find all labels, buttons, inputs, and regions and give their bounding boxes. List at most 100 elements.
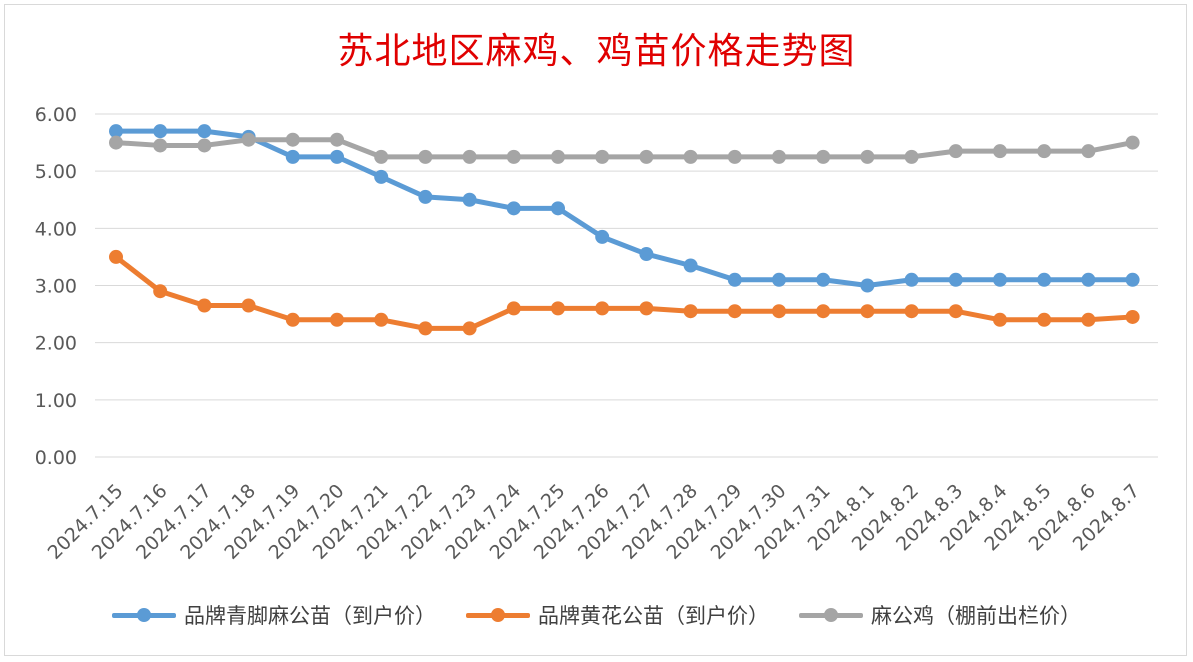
data-point xyxy=(374,169,389,184)
data-point xyxy=(860,304,875,319)
x-axis-ticks: 2024.7.152024.7.162024.7.172024.7.182024… xyxy=(44,480,1145,564)
data-point xyxy=(462,192,477,207)
data-point xyxy=(153,124,168,139)
data-point xyxy=(860,278,875,293)
data-point xyxy=(418,189,433,204)
data-point xyxy=(683,304,698,319)
data-point xyxy=(241,132,256,147)
legend-label: 麻公鸡（棚前出栏价） xyxy=(871,604,1081,628)
data-point xyxy=(506,301,521,316)
data-point xyxy=(109,124,123,139)
series-1 xyxy=(109,249,1140,336)
y-tick-label: 0.00 xyxy=(35,447,77,469)
data-point xyxy=(993,312,1007,327)
y-axis-ticks: 0.00 1.00 2.00 3.00 4.00 5.00 6.00 xyxy=(35,104,77,469)
data-point xyxy=(462,149,477,164)
data-point xyxy=(1081,144,1096,159)
data-point xyxy=(904,272,919,287)
data-point xyxy=(683,258,698,273)
data-point xyxy=(330,312,344,327)
data-point xyxy=(551,301,565,316)
data-point xyxy=(772,272,786,287)
legend-swatch-orange xyxy=(466,608,530,622)
data-point xyxy=(153,284,168,299)
legend-label: 品牌青脚麻公苗（到户价） xyxy=(184,604,436,628)
series-2 xyxy=(109,132,1140,164)
data-point xyxy=(727,304,742,319)
chart-title: 苏北地区麻鸡、鸡苗价格走势图 xyxy=(337,31,856,72)
y-tick-label: 2.00 xyxy=(35,333,77,355)
data-point xyxy=(197,298,212,313)
data-point xyxy=(595,149,610,164)
data-point xyxy=(506,201,521,216)
data-point xyxy=(727,149,742,164)
y-tick-label: 5.00 xyxy=(35,161,77,183)
data-point xyxy=(506,149,521,164)
data-point xyxy=(595,229,610,244)
data-point xyxy=(772,304,786,319)
data-point xyxy=(860,149,875,164)
data-point xyxy=(1037,272,1052,287)
data-point xyxy=(904,304,919,319)
data-point xyxy=(904,149,919,164)
gridlines xyxy=(95,113,1158,458)
data-point xyxy=(948,304,963,319)
data-point xyxy=(153,138,168,153)
data-point xyxy=(109,249,123,264)
data-point xyxy=(948,144,963,159)
chart-frame xyxy=(4,4,1187,656)
series-layer xyxy=(109,124,1140,336)
data-point xyxy=(551,201,565,216)
legend-item-qingjiao: 品牌青脚麻公苗（到户价） xyxy=(112,600,436,630)
series-line xyxy=(113,254,1136,331)
data-point xyxy=(772,149,786,164)
data-point xyxy=(197,138,212,153)
data-point xyxy=(1037,312,1052,327)
data-point xyxy=(683,149,698,164)
data-point xyxy=(1081,312,1096,327)
data-point xyxy=(993,272,1007,287)
data-point xyxy=(816,272,831,287)
data-point xyxy=(1125,309,1140,324)
data-point xyxy=(285,132,300,147)
legend-item-huanghua: 品牌黄花公苗（到户价） xyxy=(466,600,769,630)
data-point xyxy=(948,272,963,287)
data-point xyxy=(639,149,654,164)
data-point xyxy=(330,149,344,164)
data-point xyxy=(418,149,433,164)
data-point xyxy=(241,298,256,313)
legend-swatch-gray xyxy=(799,608,863,622)
legend: 品牌青脚麻公苗（到户价） 品牌黄花公苗（到户价） 麻公鸡（棚前出栏价） xyxy=(0,600,1193,630)
y-tick-label: 1.00 xyxy=(35,390,77,412)
data-point xyxy=(551,149,565,164)
data-point xyxy=(639,301,654,316)
data-point xyxy=(418,321,433,336)
data-point xyxy=(993,144,1007,159)
data-point xyxy=(285,312,300,327)
data-point xyxy=(330,132,344,147)
data-point xyxy=(109,135,123,150)
data-point xyxy=(1125,135,1140,150)
data-point xyxy=(1125,272,1140,287)
data-point xyxy=(727,272,742,287)
data-point xyxy=(374,312,389,327)
y-tick-label: 4.00 xyxy=(35,218,77,240)
data-point xyxy=(1081,272,1096,287)
series-line xyxy=(113,128,1136,288)
series-0 xyxy=(109,124,1140,293)
data-point xyxy=(462,321,477,336)
data-point xyxy=(197,124,212,139)
data-point xyxy=(639,247,654,262)
data-point xyxy=(1037,144,1052,159)
y-tick-label: 6.00 xyxy=(35,104,77,126)
legend-label: 品牌黄花公苗（到户价） xyxy=(538,604,769,628)
data-point xyxy=(816,149,831,164)
data-point xyxy=(816,304,831,319)
legend-item-magongji: 麻公鸡（棚前出栏价） xyxy=(799,600,1081,630)
data-point xyxy=(285,149,300,164)
data-point xyxy=(374,149,389,164)
y-tick-label: 3.00 xyxy=(35,276,77,298)
series-line xyxy=(113,137,1136,160)
data-point xyxy=(595,301,610,316)
